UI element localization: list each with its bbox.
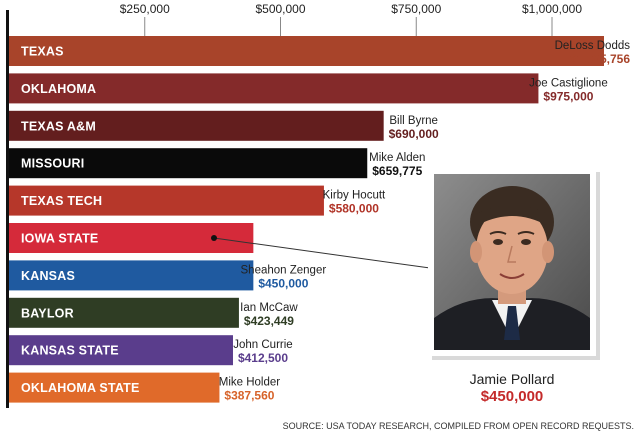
- bar-category-label: TEXAS TECH: [21, 194, 102, 208]
- x-tick-label: $750,000: [391, 2, 441, 16]
- callout-value: $450,000: [481, 388, 544, 405]
- bar-category-label: TEXAS A&M: [21, 119, 96, 133]
- bar-value-label: $659,775: [372, 164, 422, 178]
- bar-value-label: $975,000: [543, 89, 593, 103]
- x-tick-label: $250,000: [120, 2, 170, 16]
- bar: [9, 110, 384, 141]
- bar: [9, 36, 604, 66]
- bar-value-label: $423,449: [244, 314, 294, 328]
- x-axis-ticks: $250,000 $500,000 $750,000 $1,000,000: [120, 2, 583, 16]
- bar: [9, 260, 254, 291]
- bar-value-label: $690,000: [389, 127, 439, 141]
- bar-category-label: TEXAS: [21, 45, 64, 59]
- bar: [9, 372, 220, 403]
- bar-value-label: $1,095,756: [570, 52, 630, 66]
- bar-name-label: Joe Castiglione: [529, 77, 608, 89]
- bar: [9, 185, 324, 216]
- bar-name-label: Mike Alden: [369, 152, 425, 164]
- gridlines: [144, 17, 553, 36]
- bar-category-label: MISSOURI: [21, 157, 84, 171]
- bar-name-label: Kirby Hocutt: [323, 190, 386, 202]
- bar-category-label: BAYLOR: [21, 306, 74, 320]
- leader-line: [213, 237, 431, 269]
- bar-name-label: DeLoss Dodds: [555, 40, 631, 52]
- callout-name: Jamie Pollard: [470, 371, 555, 387]
- photo-callout: Jamie Pollard $450,000: [211, 168, 600, 405]
- x-tick-label: $1,000,000: [522, 2, 582, 16]
- bar: [9, 73, 539, 104]
- bar-name-label: Mike Holder: [219, 377, 281, 389]
- bars: TEXAS OKLAHOMA TEXAS A&M MISSOURI TEXAS TECH…: [9, 36, 604, 403]
- bar-name-label: Ian McCaw: [240, 302, 298, 314]
- source-note: SOURCE: USA TODAY RESEARCH, COMPILED FRO…: [283, 421, 634, 431]
- bar-category-label: KANSAS: [21, 269, 75, 283]
- bar-value-label: $580,000: [329, 202, 379, 216]
- portrait-photo-icon: [428, 168, 596, 356]
- bar-name-label: Bill Byrne: [389, 115, 438, 127]
- bar-category-label: KANSAS STATE: [21, 344, 119, 358]
- x-tick-label: $500,000: [255, 2, 305, 16]
- bar-annotations: DeLoss Dodds$1,095,756 Joe Castiglione$97…: [219, 40, 631, 403]
- bar-value-label: $412,500: [238, 351, 288, 365]
- bar-value-label: $387,560: [224, 389, 274, 403]
- leader-dot: [211, 235, 217, 241]
- bar-name-label: John Currie: [233, 339, 292, 351]
- bar-value-label: $450,000: [258, 276, 308, 290]
- bar: [9, 148, 368, 179]
- bar-name-label: Sheahon Zenger: [241, 264, 327, 276]
- bar: [9, 335, 233, 366]
- bar-category-label: OKLAHOMA: [21, 82, 96, 96]
- bar-category-label: OKLAHOMA STATE: [21, 381, 140, 395]
- bar-category-label: IOWA STATE: [21, 232, 98, 246]
- bar: [9, 297, 239, 328]
